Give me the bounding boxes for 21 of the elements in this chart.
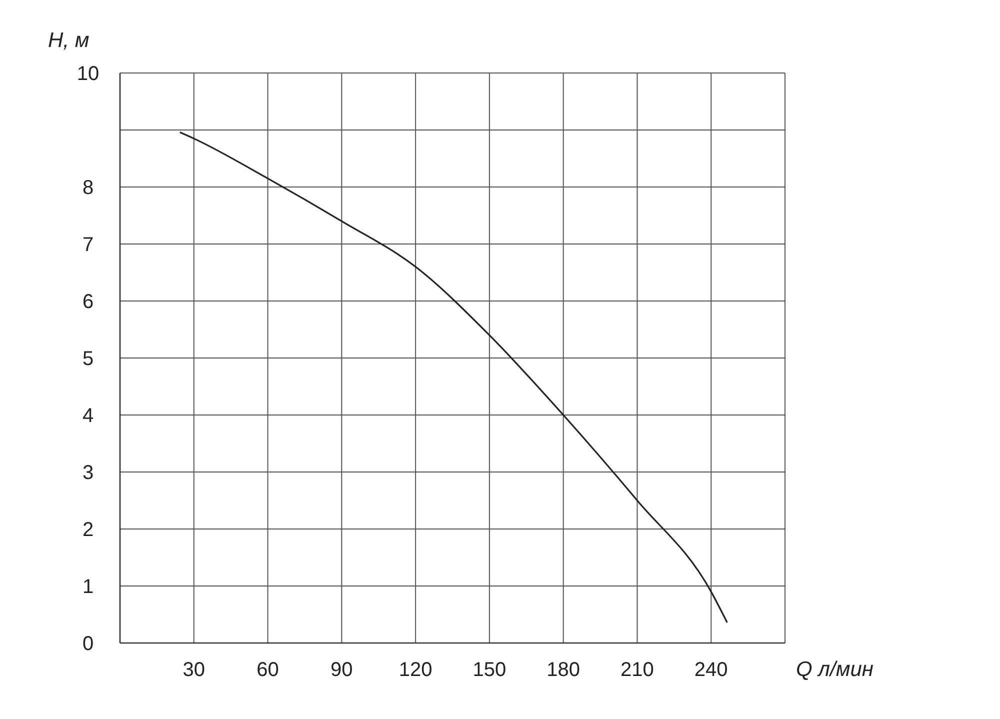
y-tick-label: 3 (82, 462, 94, 484)
y-tick-label: 1 (82, 576, 94, 598)
x-tick-label: 180 (546, 659, 580, 681)
y-tick-label: 8 (82, 177, 94, 199)
y-tick-label: 0 (82, 633, 94, 655)
x-tick-label: 30 (182, 659, 206, 681)
y-tick-label: 2 (82, 519, 94, 541)
y-tick-label: 7 (82, 234, 94, 256)
x-tick-label: 150 (472, 659, 506, 681)
x-tick-label: 120 (398, 659, 432, 681)
x-tick-label: 60 (256, 659, 279, 681)
x-tick-label: 240 (694, 659, 728, 681)
x-tick-label: 90 (330, 659, 353, 681)
x-tick-label: 210 (620, 659, 654, 681)
y-axis-title: H, м (48, 29, 90, 52)
y-tick-label: 10 (76, 63, 100, 85)
y-tick-label: 6 (82, 291, 94, 313)
line-series (179, 131, 728, 624)
y-tick-label: 4 (82, 405, 94, 427)
x-axis-title: Q л/мин (796, 658, 874, 681)
y-tick-label: 5 (82, 348, 94, 370)
